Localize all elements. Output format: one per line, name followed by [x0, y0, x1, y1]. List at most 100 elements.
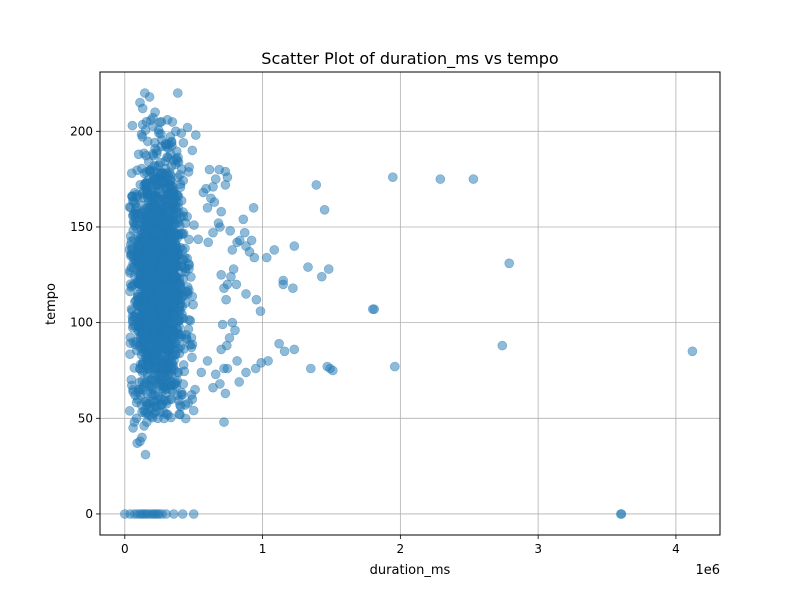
data-point — [133, 270, 144, 281]
data-point — [153, 413, 163, 424]
data-point — [125, 286, 135, 297]
data-point — [230, 325, 240, 336]
data-point — [387, 172, 398, 182]
data-point — [316, 271, 327, 282]
data-point — [173, 88, 183, 98]
data-point — [193, 234, 203, 245]
data-point — [278, 279, 289, 290]
data-point — [151, 238, 161, 249]
data-point — [255, 306, 266, 317]
data-point — [220, 388, 231, 399]
data-point — [191, 130, 201, 140]
data-point — [497, 340, 508, 351]
data-point — [150, 355, 161, 365]
data-point — [202, 356, 213, 366]
data-point — [162, 192, 173, 202]
data-point — [246, 235, 257, 246]
data-point — [175, 280, 185, 291]
data-point — [167, 361, 177, 372]
data-point — [132, 189, 142, 200]
data-point — [128, 384, 138, 395]
data-point — [303, 262, 313, 272]
data-point — [173, 291, 184, 302]
data-point — [129, 363, 140, 373]
data-point — [196, 367, 207, 378]
data-point — [151, 196, 162, 206]
data-point — [231, 279, 242, 290]
data-point — [169, 270, 179, 280]
x-tick-label: 4 — [672, 542, 680, 556]
data-point — [210, 369, 221, 380]
data-point — [161, 139, 171, 150]
data-point — [183, 324, 194, 335]
data-point — [269, 245, 280, 255]
data-point — [129, 208, 139, 219]
data-point — [209, 197, 220, 207]
data-point — [149, 160, 159, 171]
data-point — [154, 128, 164, 138]
data-point — [125, 406, 135, 416]
data-point — [184, 162, 194, 172]
data-point — [241, 367, 251, 378]
data-point — [219, 283, 229, 294]
y-tick-label: 100 — [70, 316, 93, 330]
data-point — [168, 311, 179, 321]
data-point — [184, 234, 194, 245]
data-point — [203, 237, 213, 248]
data-point — [241, 289, 251, 299]
data-point — [175, 400, 185, 410]
data-point — [149, 326, 160, 337]
data-point — [139, 325, 150, 335]
data-point — [163, 290, 174, 300]
data-point — [616, 509, 627, 519]
data-point — [165, 149, 176, 159]
data-point — [141, 167, 151, 177]
data-point — [174, 208, 184, 218]
data-point — [165, 379, 176, 390]
data-point — [216, 206, 226, 217]
data-point — [188, 509, 199, 519]
chart-title: Scatter Plot of duration_ms vs tempo — [261, 49, 558, 69]
x-axis-offset-label: 1e6 — [695, 563, 720, 578]
data-point — [134, 261, 145, 271]
data-point — [187, 145, 198, 156]
data-point — [204, 164, 215, 175]
data-point — [172, 155, 183, 166]
data-point — [190, 384, 200, 395]
data-point — [208, 227, 218, 238]
data-point — [234, 377, 244, 387]
data-point — [184, 260, 194, 271]
data-point — [128, 423, 138, 433]
data-point — [367, 304, 378, 315]
y-tick-label: 200 — [70, 124, 93, 138]
x-tick-label: 3 — [534, 542, 542, 556]
data-point — [288, 283, 298, 294]
data-point — [175, 179, 186, 189]
x-axis-label: duration_ms — [370, 563, 451, 578]
data-point — [198, 187, 209, 198]
data-point — [279, 346, 290, 357]
data-point — [133, 241, 144, 251]
data-point — [165, 230, 176, 240]
data-point — [162, 326, 172, 337]
data-point — [289, 241, 300, 251]
data-point — [185, 315, 196, 326]
points-layer — [120, 88, 698, 519]
data-point — [323, 264, 334, 274]
data-point — [166, 394, 177, 405]
data-point — [136, 200, 147, 211]
data-point — [435, 174, 446, 184]
data-point — [239, 227, 250, 238]
grid-layer — [100, 72, 720, 535]
data-point — [182, 287, 193, 297]
data-point — [504, 258, 515, 269]
data-point — [168, 509, 179, 519]
data-point — [156, 305, 166, 315]
y-tick-label: 150 — [70, 220, 93, 234]
data-point — [468, 174, 479, 184]
data-point — [173, 230, 184, 240]
data-point — [145, 340, 155, 351]
data-point — [248, 203, 259, 213]
data-point — [219, 363, 229, 374]
